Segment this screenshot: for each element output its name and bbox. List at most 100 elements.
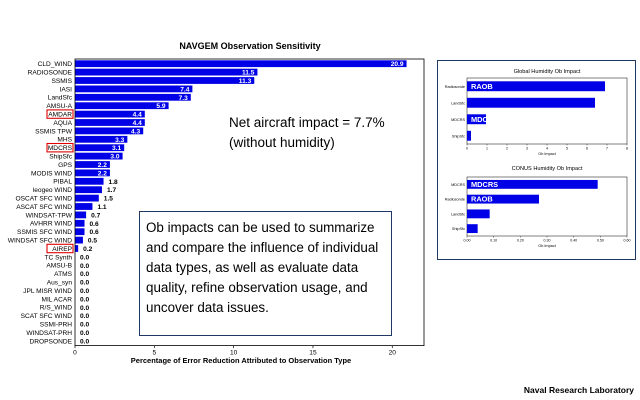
category-label: ShipSfc: [49, 154, 72, 161]
inset-category-label: Radiosonde: [445, 85, 465, 89]
bar: [75, 110, 145, 118]
category-label: RADIOSONDE: [28, 70, 73, 77]
inset-tick-label: 6: [586, 147, 588, 151]
value-label: 0.6: [90, 221, 99, 228]
bar: [75, 219, 85, 227]
net-impact-line-2: (without humidity): [229, 135, 335, 150]
callout-text: Ob impacts can be used to summarize and …: [146, 220, 379, 315]
value-label: 5.9: [156, 103, 165, 110]
bar: [75, 119, 145, 126]
inset-title: CONUS Humidity Ob Impact: [512, 166, 583, 172]
category-label: TC Synth: [45, 254, 73, 261]
category-label: ATMS: [54, 271, 72, 278]
inset-bar: [467, 130, 471, 141]
category-label: AMDAR: [48, 112, 72, 119]
bar: [75, 93, 191, 101]
value-label: 0.6: [90, 229, 99, 236]
category-label: AVHRR WIND: [30, 221, 72, 228]
category-label: leogeo WIND: [33, 187, 72, 194]
bar: [75, 211, 87, 219]
bar: [75, 228, 85, 236]
category-label: MODIS WIND: [31, 170, 72, 177]
value-label: 0.0: [80, 263, 89, 270]
inset-tick-label: 0.30: [544, 239, 551, 243]
net-impact-line-1: Net aircraft impact = 7.7%: [229, 115, 385, 130]
value-label: 0.7: [91, 212, 100, 219]
bar: [75, 85, 193, 93]
value-label: 3.3: [115, 137, 124, 144]
category-label: MIL ACAR: [41, 296, 72, 303]
value-label: 7.3: [179, 95, 188, 102]
bar: [75, 102, 169, 110]
category-label: AQUA: [53, 120, 72, 127]
inset-category-label: LandSfc: [451, 212, 465, 216]
category-label: PIBAL: [53, 179, 72, 186]
inset-tick-label: 2: [506, 147, 508, 151]
category-label: Aus_syn: [47, 280, 73, 287]
inset-tick-label: 0: [466, 147, 468, 151]
inset-bar-label: RAOB: [471, 82, 493, 91]
value-label: 0.0: [80, 330, 89, 337]
inset-category-label: ShipSfc: [452, 134, 465, 138]
value-label: 2.2: [98, 170, 107, 177]
net-impact-annotation: Net aircraft impact = 7.7% (without humi…: [229, 113, 385, 153]
chart-title: NAVGEM Observation Sensitivity: [179, 41, 320, 51]
category-label: SCAT SFC WIND: [21, 313, 73, 320]
bar: [75, 169, 110, 177]
inset-tick-label: 0.40: [570, 239, 577, 243]
bar: [75, 177, 104, 185]
inset-bar: [467, 179, 598, 189]
inset-tick-label: 0.00: [464, 239, 471, 243]
inset-tick-label: 4: [546, 147, 548, 151]
value-label: 3.0: [110, 154, 119, 161]
highlight-box: [46, 142, 74, 153]
bar: [75, 127, 144, 135]
footer-credit: Naval Research Laboratory: [523, 385, 634, 395]
inset-tick-label: 7: [606, 147, 608, 151]
inset-category-label: ShipSfc: [452, 227, 465, 231]
plot-frame: [74, 58, 425, 347]
x-tick-label: 0: [73, 350, 77, 357]
inset-tick-label: 8: [626, 147, 628, 151]
inset-bar-label: RAOB: [471, 195, 493, 204]
value-label: 3.1: [112, 145, 121, 152]
category-label: OSCAT SFC WIND: [15, 196, 72, 203]
x-axis-label: Percentage of Error Reduction Attributed…: [131, 356, 351, 365]
bar: [75, 68, 258, 76]
category-label: DROPSONDE: [30, 338, 73, 345]
value-label: 11.5: [242, 70, 255, 77]
bar: [75, 186, 102, 194]
category-label: AMSU-A: [46, 103, 72, 110]
value-label: 1.5: [104, 196, 113, 203]
inset-tick-label: 1: [486, 147, 488, 151]
category-label: AIREP: [52, 246, 72, 253]
value-label: 11.3: [239, 78, 252, 85]
value-label: 1.8: [109, 179, 118, 186]
inset-category-label: MDCRS: [451, 183, 465, 187]
category-label: SSMI-PRH: [40, 322, 72, 329]
value-label: 0.0: [80, 313, 89, 320]
inset-x-label: Ob Impact: [538, 244, 556, 248]
inset-x-label: Ob Impact: [538, 152, 556, 156]
inset-bar: [467, 209, 490, 219]
inset-tick-label: 5: [566, 147, 568, 151]
category-label: IASI: [60, 86, 73, 93]
category-label: JPL MISR WIND: [23, 288, 72, 295]
inset-tick-label: 0.20: [517, 239, 524, 243]
bar: [75, 77, 255, 84]
inset-bar: [467, 194, 539, 204]
category-label: R/S_WIND: [40, 305, 72, 312]
inset-tick-label: 0.10: [490, 239, 497, 243]
inset-tick-label: 3: [526, 147, 528, 151]
value-label: 0.5: [88, 238, 97, 245]
bar: [75, 60, 407, 68]
value-label: 4.3: [131, 128, 140, 135]
inset-bar: [467, 224, 478, 234]
category-label: LandSfc: [48, 95, 73, 102]
inset-bar: [467, 114, 486, 125]
category-label: SSMIS TPW: [35, 128, 73, 135]
inset-bar: [467, 81, 605, 92]
category-label: WINDSAT-TPW: [26, 212, 73, 219]
value-label: 0.0: [80, 280, 89, 287]
